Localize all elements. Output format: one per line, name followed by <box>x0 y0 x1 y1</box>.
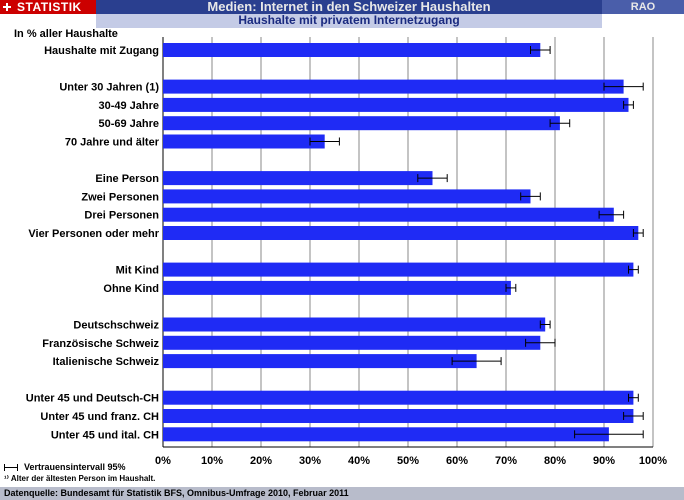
bar <box>163 409 634 423</box>
x-tick-label: 10% <box>201 455 223 467</box>
x-tick-label: 50% <box>397 455 419 467</box>
x-tick-label: 100% <box>639 455 667 467</box>
category-label: Französische Schweiz <box>42 338 159 350</box>
bar <box>163 171 433 186</box>
x-tick-label: 20% <box>250 455 272 467</box>
bar-chart: 0% 10% 20% 30% 40% 50% 60% 70% 80% 90% 100% Haushal… <box>26 37 667 467</box>
legend-confidence-interval: Vertrauensintervall 95% <box>4 462 126 472</box>
category-label: Eine Person <box>95 173 159 185</box>
category-label: Unter 30 Jahren (1) <box>59 82 159 94</box>
bar <box>163 226 639 240</box>
header-bar <box>0 0 684 14</box>
category-label: 70 Jahre und älter <box>65 137 160 149</box>
x-tick-label: 0% <box>155 455 171 467</box>
bar <box>163 317 546 332</box>
rao-label: RAO <box>602 0 684 14</box>
category-label: Drei Personen <box>84 210 159 222</box>
x-tick-label: 80% <box>544 455 566 467</box>
category-label: Unter 45 und ital. CH <box>51 429 159 441</box>
category-label: Deutschschweiz <box>73 320 159 332</box>
bar <box>163 280 511 295</box>
x-tick-label: 40% <box>348 455 370 467</box>
bar <box>163 390 634 405</box>
footnote: ¹⁾ Alter der ältesten Person im Haushalt… <box>4 474 156 483</box>
legend-ci-label: Vertrauensintervall 95% <box>24 462 126 472</box>
x-tick-label: 70% <box>495 455 517 467</box>
category-label: Mit Kind <box>116 265 159 277</box>
bar <box>163 134 325 149</box>
bar <box>163 335 541 350</box>
brand-block: STATISTIK <box>0 0 96 14</box>
category-label: Vier Personen oder mehr <box>28 228 159 240</box>
bar <box>163 354 477 369</box>
unit-label: In % aller Haushalte <box>14 28 118 40</box>
category-label: 50-69 Jahre <box>98 118 159 130</box>
category-label: Zwei Personen <box>81 191 159 203</box>
error-bar-icon <box>4 463 18 471</box>
chart-title: Haushalte mit privatem Internetzugang <box>96 14 602 28</box>
bar <box>163 116 560 131</box>
bar <box>163 427 609 442</box>
category-label: Ohne Kind <box>103 283 159 295</box>
x-tick-label: 90% <box>593 455 615 467</box>
category-label: Italienische Schweiz <box>53 356 160 368</box>
brand-label: STATISTIK <box>17 0 82 14</box>
swiss-flag-icon <box>2 2 12 12</box>
category-label: Unter 45 und franz. CH <box>40 411 159 423</box>
bar <box>163 79 624 94</box>
bar <box>163 97 629 112</box>
bar <box>163 207 614 222</box>
category-label: Haushalte mit Zugang <box>44 45 159 57</box>
x-tick-label: 30% <box>299 455 321 467</box>
bar <box>163 43 541 57</box>
source-note: Datenquelle: Bundesamt für Statistik BFS… <box>0 487 684 500</box>
page-title: Medien: Internet in den Schweizer Hausha… <box>207 0 491 14</box>
bar <box>163 262 634 277</box>
category-label: Unter 45 und Deutsch-CH <box>26 393 159 405</box>
bar <box>163 189 531 204</box>
category-label: 30-49 Jahre <box>98 100 159 112</box>
x-tick-label: 60% <box>446 455 468 467</box>
